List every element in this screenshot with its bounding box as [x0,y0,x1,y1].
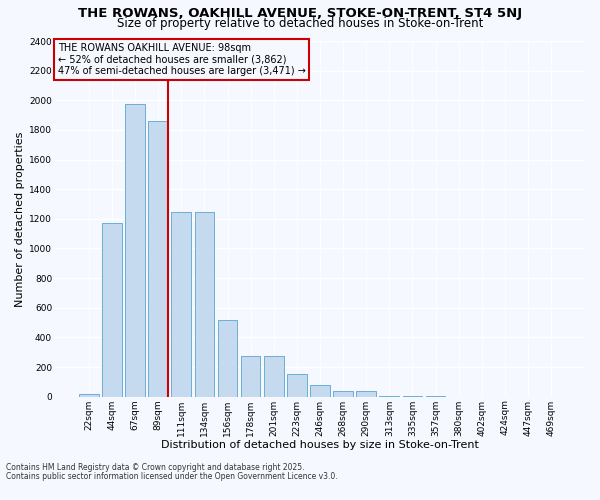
Text: THE ROWANS OAKHILL AVENUE: 98sqm
← 52% of detached houses are smaller (3,862)
47: THE ROWANS OAKHILL AVENUE: 98sqm ← 52% o… [58,43,305,76]
Bar [287,374,307,396]
Bar [79,394,98,396]
Text: THE ROWANS, OAKHILL AVENUE, STOKE-ON-TRENT, ST4 5NJ: THE ROWANS, OAKHILL AVENUE, STOKE-ON-TRE… [78,8,522,20]
Bar [102,222,122,396]
Bar [125,104,145,397]
X-axis label: Distribution of detached houses by size in Stoke-on-Trent: Distribution of detached houses by size … [161,440,479,450]
Bar [241,356,260,397]
Bar [148,121,168,396]
Bar [333,392,353,396]
Text: Size of property relative to detached houses in Stoke-on-Trent: Size of property relative to detached ho… [117,18,483,30]
Bar [194,212,214,396]
Text: Contains public sector information licensed under the Open Government Licence v3: Contains public sector information licen… [6,472,338,481]
Bar [172,212,191,396]
Bar [356,392,376,396]
Bar [310,385,330,396]
Y-axis label: Number of detached properties: Number of detached properties [15,131,25,306]
Bar [218,320,238,396]
Text: Contains HM Land Registry data © Crown copyright and database right 2025.: Contains HM Land Registry data © Crown c… [6,464,305,472]
Bar [264,356,284,397]
